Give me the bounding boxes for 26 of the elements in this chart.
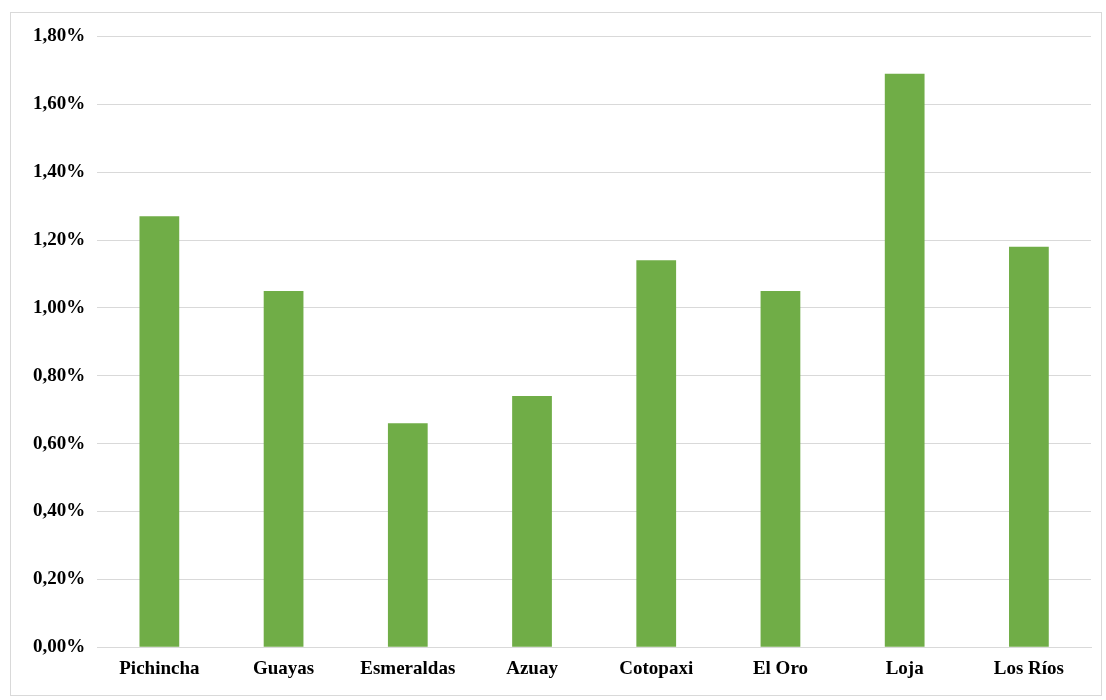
y-tick-label: 0,80% bbox=[33, 363, 86, 385]
y-tick-label: 1,20% bbox=[33, 227, 86, 249]
y-tick-label: 1,00% bbox=[33, 295, 86, 317]
x-tick-label: Loja bbox=[885, 656, 925, 678]
bar bbox=[512, 396, 552, 647]
y-tick-label: 0,40% bbox=[33, 499, 86, 521]
bar bbox=[139, 216, 180, 647]
bar bbox=[760, 290, 801, 647]
x-tick-label: Guayas bbox=[252, 656, 315, 678]
bar bbox=[387, 423, 428, 647]
x-tick-label: El Oro bbox=[752, 656, 808, 678]
y-tick-label: 0,60% bbox=[33, 431, 86, 453]
bar bbox=[636, 260, 677, 647]
y-tick-label: 0,00% bbox=[33, 635, 86, 657]
x-tick-label: Azuay bbox=[506, 656, 559, 678]
x-tick-label: Los Ríos bbox=[993, 656, 1064, 678]
y-tick-label: 1,80% bbox=[33, 24, 86, 46]
bar bbox=[884, 73, 925, 647]
bar bbox=[263, 290, 304, 647]
x-tick-label: Cotopaxi bbox=[619, 656, 694, 678]
y-tick-label: 1,60% bbox=[33, 92, 86, 114]
y-tick-label: 0,20% bbox=[33, 567, 86, 589]
x-tick-label: Pichincha bbox=[119, 656, 200, 678]
x-tick-label: Esmeraldas bbox=[360, 656, 456, 678]
y-tick-label: 1,40% bbox=[33, 160, 86, 182]
bar bbox=[1009, 246, 1049, 647]
